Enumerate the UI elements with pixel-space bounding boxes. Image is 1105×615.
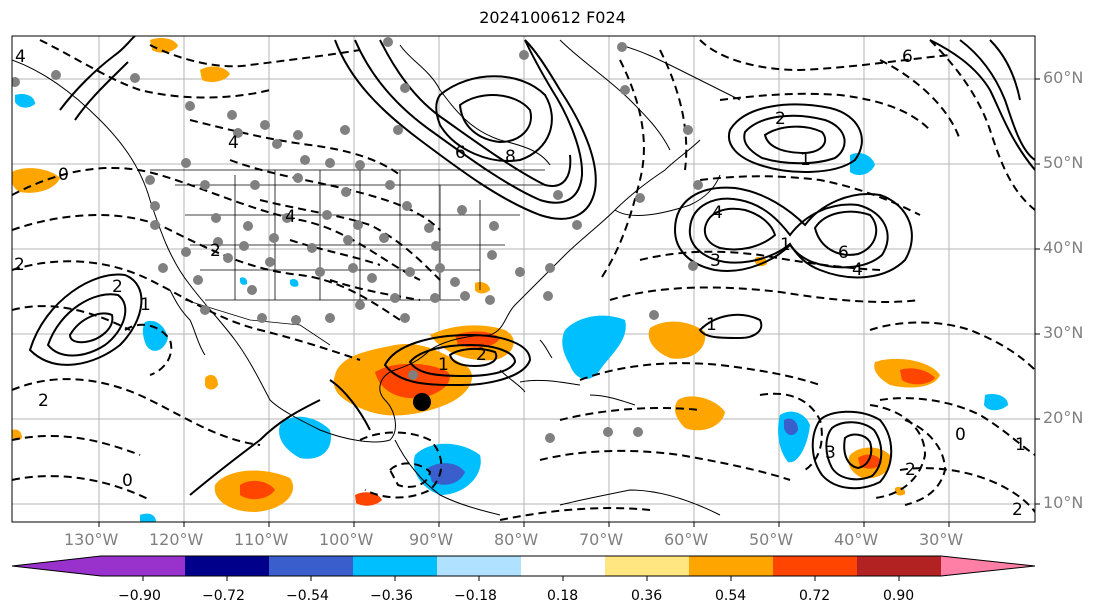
colorbar-tick-label: 0.18 (547, 588, 579, 604)
svg-text:2: 2 (1012, 500, 1023, 520)
svg-text:2: 2 (775, 109, 786, 129)
lon-label-90w: 90°W (409, 530, 454, 549)
lon-label-50w: 50°W (749, 530, 794, 549)
svg-text:2: 2 (476, 345, 487, 365)
svg-text:4: 4 (712, 203, 723, 223)
svg-text:2: 2 (905, 460, 916, 480)
svg-text:3: 3 (710, 251, 721, 271)
lon-label-60w: 60°W (664, 530, 709, 549)
lat-label-50n: 50°N (1043, 153, 1084, 172)
lat-label-60n: 60°N (1043, 68, 1084, 87)
svg-text:4: 4 (228, 133, 239, 153)
svg-text:1: 1 (140, 295, 151, 315)
lon-label-130w: 130°W (64, 530, 119, 549)
svg-text:6: 6 (902, 47, 913, 67)
colorbar-tick-label: −0.18 (454, 588, 497, 604)
svg-text:1: 1 (800, 150, 811, 170)
lat-label-20n: 20°N (1043, 408, 1084, 427)
colorbar-tick-label: −0.72 (202, 588, 245, 604)
colorbar-tick-label: −0.90 (118, 588, 161, 604)
svg-text:8: 8 (505, 147, 516, 167)
lon-label-40w: 40°W (834, 530, 879, 549)
solid-contours (28, 36, 1035, 496)
graticule (12, 36, 1035, 522)
svg-text:3: 3 (825, 443, 836, 463)
svg-text:1: 1 (780, 235, 791, 255)
svg-text:2: 2 (14, 255, 25, 275)
negative-shading (15, 94, 1008, 522)
station-markers (12, 37, 703, 443)
lat-label-40n: 40°N (1043, 238, 1084, 257)
colorbar-tick-label: −0.54 (286, 588, 329, 604)
svg-text:4: 4 (285, 207, 296, 227)
svg-text:0: 0 (58, 165, 69, 185)
svg-text:0: 0 (955, 425, 966, 445)
lat-label-30n: 30°N (1043, 323, 1084, 342)
lon-label-110w: 110°W (234, 530, 289, 549)
contour-labels: 2 4 6 8 1 2 4 6 4 1 2 3 4 2 1 0 2 1 3 1 … (14, 47, 1026, 520)
lon-label-30w: 30°W (919, 530, 964, 549)
positive-shading (12, 38, 940, 512)
colorbar-tick-label: 0.72 (799, 588, 831, 604)
svg-text:1: 1 (1015, 435, 1026, 455)
lon-label-80w: 80°W (494, 530, 539, 549)
colorbar (11, 555, 1036, 581)
svg-text:0: 0 (122, 471, 133, 491)
svg-text:6: 6 (838, 243, 849, 263)
svg-text:2: 2 (112, 277, 123, 297)
svg-text:1: 1 (438, 355, 449, 375)
lon-label-120w: 120°W (149, 530, 204, 549)
lon-label-70w: 70°W (579, 530, 624, 549)
colorbar-tick-label: 0.90 (883, 588, 915, 604)
lon-label-100w: 100°W (319, 530, 374, 549)
axis-ticks (98, 78, 1040, 527)
storm-center-marker (413, 393, 431, 411)
lat-label-10n: 10°N (1043, 493, 1084, 512)
plot-title: 2024100612 F024 (479, 8, 626, 27)
svg-text:6: 6 (455, 143, 466, 163)
svg-text:1: 1 (706, 315, 717, 335)
svg-text:2: 2 (210, 241, 221, 261)
colorbar-tick-label: 0.54 (715, 588, 747, 604)
svg-text:2: 2 (38, 391, 49, 411)
colorbar-tick-label: −0.36 (370, 588, 413, 604)
svg-text:4: 4 (852, 260, 863, 280)
dashed-contours (12, 39, 1035, 521)
svg-text:4: 4 (15, 47, 26, 67)
colorbar-tick-label: 0.36 (631, 588, 663, 604)
map-area: 2 4 6 8 1 2 4 6 4 1 2 3 4 2 1 0 2 1 3 1 … (12, 36, 1035, 522)
